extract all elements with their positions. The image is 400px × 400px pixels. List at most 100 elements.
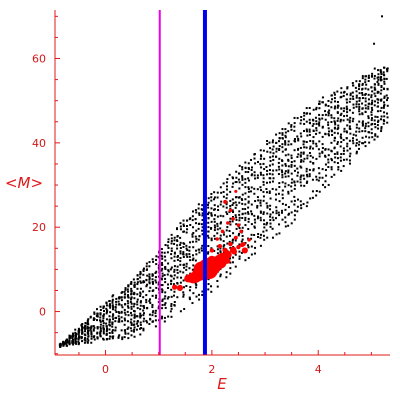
data-point xyxy=(222,195,225,198)
data-point xyxy=(198,212,201,215)
data-point xyxy=(290,161,293,164)
data-point xyxy=(345,98,348,101)
data-point xyxy=(281,202,284,205)
data-point xyxy=(231,220,234,223)
data-point xyxy=(266,212,269,215)
data-point xyxy=(312,130,315,133)
data-point xyxy=(238,210,241,213)
data-point xyxy=(176,234,179,237)
data-point xyxy=(151,281,154,284)
data-point xyxy=(213,234,216,237)
data-point xyxy=(254,246,257,249)
data-point xyxy=(361,83,364,86)
data-point xyxy=(210,196,213,199)
data-point xyxy=(348,155,351,158)
data-point xyxy=(155,263,158,266)
data-point xyxy=(151,311,154,314)
data-point xyxy=(238,227,241,230)
data-point xyxy=(179,257,182,260)
data-point xyxy=(96,326,99,329)
data-point xyxy=(90,341,93,344)
data-point xyxy=(364,81,367,84)
data-point xyxy=(309,197,312,200)
data-point xyxy=(161,289,164,292)
data-point xyxy=(296,167,299,170)
data-point xyxy=(229,261,232,264)
data-point xyxy=(219,222,222,225)
data-point xyxy=(336,151,339,154)
data-point xyxy=(195,253,198,256)
data-point xyxy=(327,121,330,124)
data-point xyxy=(90,330,93,333)
data-point xyxy=(241,166,244,169)
data-point xyxy=(145,262,148,265)
data-point xyxy=(151,258,154,261)
data-point xyxy=(115,297,118,300)
data-point xyxy=(351,82,354,85)
data-point xyxy=(303,146,306,149)
data-point xyxy=(225,206,228,209)
data-point xyxy=(219,247,222,250)
data-point xyxy=(216,252,219,255)
data-point xyxy=(281,176,284,179)
data-point xyxy=(383,96,386,99)
data-point xyxy=(284,154,287,157)
data-point xyxy=(373,77,376,80)
data-point xyxy=(271,180,274,183)
data-point xyxy=(247,217,250,220)
data-point xyxy=(160,261,163,264)
data-point xyxy=(154,325,157,328)
data-point xyxy=(103,309,106,312)
data-point xyxy=(358,83,361,86)
data-point xyxy=(247,220,250,223)
data-point xyxy=(287,122,290,125)
data-point xyxy=(296,198,299,201)
data-point xyxy=(170,266,173,269)
data-point xyxy=(259,157,262,160)
data-point xyxy=(299,165,302,168)
data-point xyxy=(333,131,336,134)
data-point xyxy=(146,274,149,277)
data-point xyxy=(213,204,216,207)
data-point xyxy=(197,293,200,296)
data-point xyxy=(89,315,92,318)
data-point xyxy=(192,231,195,234)
data-point xyxy=(185,284,188,287)
data-point xyxy=(336,152,339,155)
data-point xyxy=(229,267,232,270)
data-point xyxy=(126,288,129,291)
data-point xyxy=(105,332,108,335)
data-point xyxy=(78,336,81,339)
data-point xyxy=(266,205,269,208)
data-point xyxy=(250,203,253,206)
data-point xyxy=(324,163,327,166)
data-point xyxy=(269,151,272,154)
data-point xyxy=(309,160,312,163)
data-point xyxy=(327,161,330,164)
data-point xyxy=(96,319,99,322)
weighted-point xyxy=(184,274,192,283)
data-point xyxy=(343,90,346,93)
data-point xyxy=(139,270,142,273)
data-point xyxy=(293,218,296,221)
data-point xyxy=(299,154,302,157)
data-point xyxy=(169,268,172,271)
data-point xyxy=(241,168,244,171)
data-point xyxy=(351,91,354,94)
data-point xyxy=(170,240,173,243)
data-point xyxy=(355,103,358,106)
data-point xyxy=(306,180,309,183)
data-point xyxy=(179,310,182,313)
weighted-point xyxy=(247,238,251,242)
data-point xyxy=(254,177,257,180)
data-point xyxy=(293,116,296,119)
data-point xyxy=(269,208,272,211)
data-point xyxy=(244,219,247,222)
data-point xyxy=(262,174,265,177)
data-point xyxy=(259,204,262,207)
data-point xyxy=(281,137,284,140)
data-point xyxy=(234,201,237,204)
data-point xyxy=(321,135,324,138)
data-point xyxy=(185,265,188,268)
